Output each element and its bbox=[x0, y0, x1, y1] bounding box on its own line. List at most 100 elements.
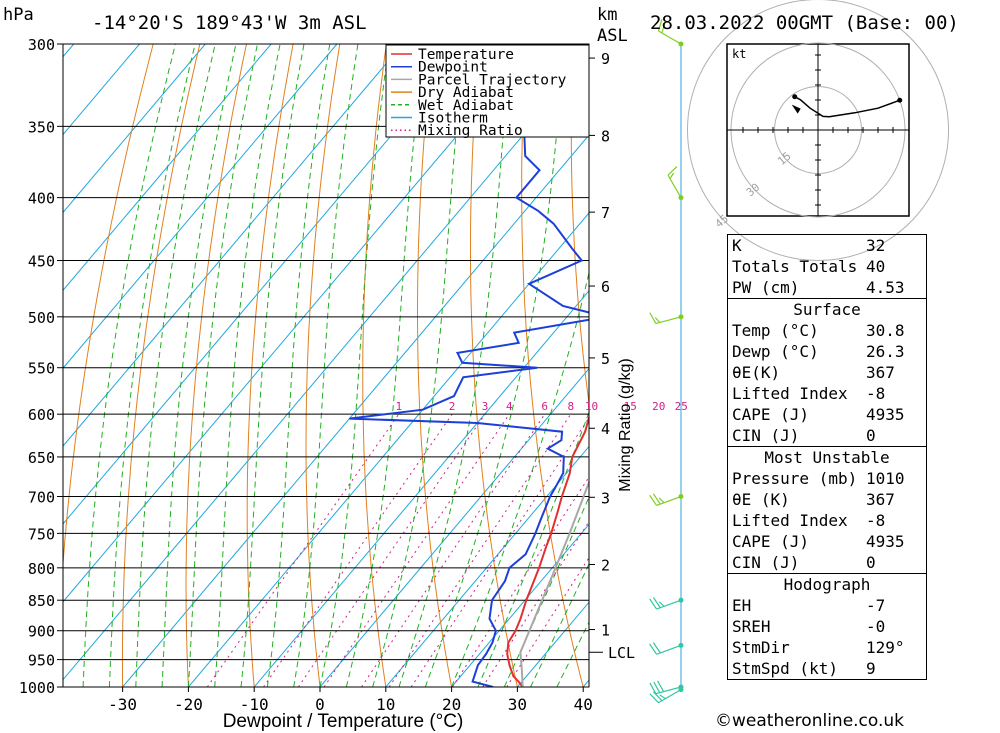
dry-adiabat bbox=[993, 44, 1000, 687]
wind-barb-flag bbox=[649, 494, 658, 506]
index-label: CIN (J) bbox=[732, 553, 800, 572]
index-value: 32 bbox=[866, 236, 886, 255]
legend-item: Dewpoint bbox=[418, 60, 488, 76]
km-tick-label: 8 bbox=[601, 127, 610, 145]
wind-barb-flag bbox=[649, 312, 657, 324]
index-value: 30.8 bbox=[866, 321, 905, 340]
indices-table: K 32 Totals Totals 40 PW (cm) 4.53 Surface Temp… bbox=[727, 234, 927, 680]
mixing-ratio-label: 8 bbox=[567, 400, 574, 413]
isotherm-line bbox=[63, 56, 589, 681]
index-value: -8 bbox=[866, 384, 886, 403]
index-label: θE(K) bbox=[732, 363, 781, 382]
index-label: EH bbox=[732, 596, 752, 615]
km-label: km bbox=[597, 5, 618, 25]
mixing-ratio-line bbox=[482, 520, 589, 687]
wind-barb-flag bbox=[657, 18, 663, 32]
pressure-tick-label: 800 bbox=[28, 560, 55, 578]
mixing-ratio-line bbox=[410, 417, 589, 687]
datetime-title: 28.03.2022 00GMT (Base: 00) bbox=[650, 12, 959, 34]
pressure-tick-label: 750 bbox=[28, 525, 55, 543]
km-tick-label: 6 bbox=[601, 278, 610, 296]
wind-barb-flag bbox=[669, 172, 675, 179]
mixing-ratio-line bbox=[361, 413, 546, 687]
mixing-ratio-label: 2 bbox=[449, 400, 456, 413]
wind-barb-flag bbox=[659, 694, 666, 700]
wet-adiabat bbox=[451, 270, 589, 687]
pressure-tick-label: 950 bbox=[28, 652, 55, 670]
wind-barb-flag bbox=[649, 693, 659, 704]
table-row: Dewp (°C) 26.3 bbox=[728, 341, 927, 362]
wet-adiabat bbox=[345, 44, 425, 687]
index-value: 129° bbox=[866, 638, 905, 657]
mixing-ratio-line bbox=[451, 476, 589, 687]
wind-barb-flag bbox=[649, 682, 657, 695]
pressure-tick-label: 700 bbox=[28, 489, 55, 507]
temperature-line bbox=[506, 414, 589, 687]
mixing-ratio-label: 6 bbox=[541, 400, 548, 413]
index-value: -7 bbox=[866, 596, 886, 615]
pressure-tick-label: 450 bbox=[28, 253, 55, 271]
wind-barb-shaft bbox=[655, 316, 682, 325]
table-section: Surface bbox=[727, 298, 927, 320]
pressure-tick-label: 650 bbox=[28, 449, 55, 467]
isotherm-line bbox=[63, 44, 140, 136]
dry-adiabat bbox=[570, 44, 589, 407]
location-title: -14°20'S 189°43'W 3m ASL bbox=[92, 12, 367, 34]
index-label: StmSpd (kt) bbox=[732, 659, 838, 678]
isotherm-line bbox=[63, 44, 535, 603]
hodograph-ring bbox=[687, 0, 949, 261]
dry-adiabat bbox=[305, 44, 341, 687]
dry-adiabat bbox=[185, 44, 247, 687]
isotherm-line bbox=[63, 44, 404, 447]
legend-item: Isotherm bbox=[418, 111, 488, 127]
isotherm-line bbox=[63, 44, 272, 292]
table-row: CIN (J) 0 bbox=[728, 552, 927, 574]
index-label: CAPE (J) bbox=[732, 532, 810, 551]
section-title: Most Unstable bbox=[727, 446, 927, 468]
wind-barb-flag bbox=[654, 317, 661, 323]
x-tick-label: 20 bbox=[442, 695, 461, 714]
table-row: EH -7 bbox=[728, 595, 927, 616]
x-tick-label: 40 bbox=[574, 695, 593, 714]
index-label: SREH bbox=[732, 617, 771, 636]
wind-barb-flag bbox=[649, 643, 658, 655]
table-row: StmDir 129° bbox=[728, 637, 927, 658]
legend-item: Dry Adiabat bbox=[418, 85, 514, 101]
isotherm-line bbox=[253, 290, 589, 687]
pressure-tick-label: 350 bbox=[28, 118, 55, 136]
index-value: -8 bbox=[866, 511, 886, 530]
section-title: Surface bbox=[727, 298, 927, 320]
legend-item: Mixing Ratio bbox=[418, 123, 523, 139]
mixing-ratio-label: 15 bbox=[624, 400, 637, 413]
km-tick-label: 9 bbox=[601, 50, 610, 68]
pressure-tick-label: 600 bbox=[28, 406, 55, 424]
wind-barb-shaft bbox=[658, 689, 682, 704]
index-value: 40 bbox=[866, 257, 886, 276]
index-value: 4935 bbox=[866, 532, 905, 551]
mixing-ratio-line bbox=[506, 556, 589, 687]
wind-barb-shaft bbox=[656, 644, 682, 655]
mixing-ratio-label: 10 bbox=[585, 400, 598, 413]
table-row: θE(K) 367 bbox=[728, 362, 927, 383]
lcl-label: LCL bbox=[608, 644, 635, 662]
pressure-tick-label: 400 bbox=[28, 190, 55, 208]
isotherm-line bbox=[63, 44, 338, 369]
wind-barb-shaft bbox=[667, 174, 682, 198]
mixing-ratio-label: 4 bbox=[506, 400, 513, 413]
asl-label: ASL bbox=[597, 26, 628, 46]
pressure-tick-label: 900 bbox=[28, 623, 55, 641]
legend-item: Wet Adiabat bbox=[418, 98, 514, 114]
dry-adiabat bbox=[946, 44, 1000, 687]
table-row: SREH -0 bbox=[728, 616, 927, 637]
parcel-trajectory-line bbox=[519, 479, 589, 687]
index-value: 0 bbox=[866, 426, 876, 445]
hodograph-unit: kt bbox=[732, 47, 746, 61]
index-label: CAPE (J) bbox=[732, 405, 810, 424]
table-row: Pressure (mb) 1010 bbox=[728, 468, 927, 489]
wind-barb-shaft bbox=[655, 686, 682, 695]
index-label: Pressure (mb) bbox=[732, 469, 858, 488]
table-section: Hodograph bbox=[727, 573, 927, 595]
x-tick-label: 0 bbox=[315, 695, 325, 714]
isotherm-line bbox=[122, 134, 589, 687]
